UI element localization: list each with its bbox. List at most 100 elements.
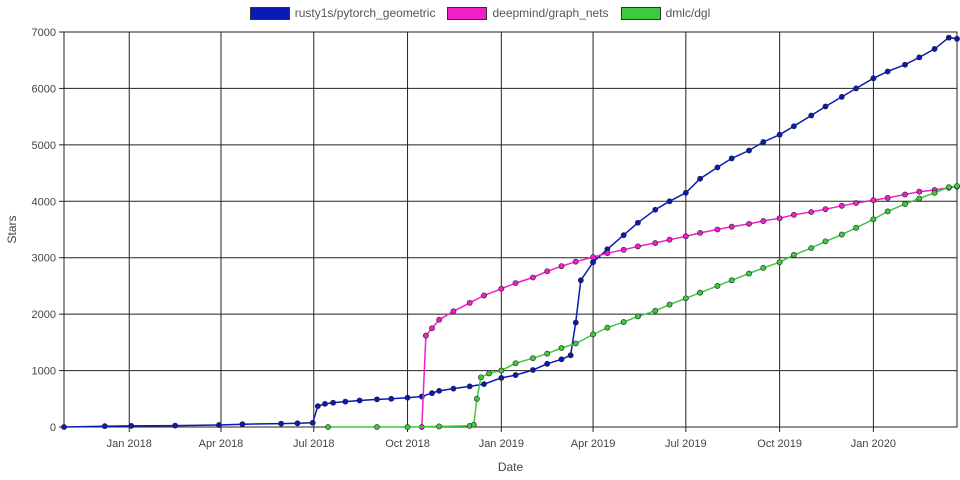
data-point: [884, 194, 891, 201]
data-point: [404, 424, 411, 430]
data-point: [128, 422, 135, 429]
data-point: [902, 191, 908, 198]
data-point: [216, 422, 222, 428]
data-point: [544, 350, 551, 357]
data-point: [954, 183, 960, 189]
data-point: [870, 75, 877, 82]
data-point: [902, 61, 908, 68]
y-tick-label: 3000: [32, 253, 56, 265]
data-point: [728, 277, 735, 284]
y-tick-label: 4000: [32, 196, 56, 208]
series-line: [421, 185, 958, 428]
data-point: [450, 308, 457, 315]
legend-swatch-pytorch-geometric: [249, 6, 290, 20]
data-point: [466, 383, 473, 390]
y-tick-label: 7000: [32, 27, 56, 39]
legend-item-dgl[interactable]: dmlc/dgl: [620, 6, 710, 20]
data-point: [544, 360, 551, 367]
data-point: [760, 264, 767, 271]
data-point: [620, 246, 627, 253]
data-point: [470, 421, 477, 428]
x-axis-ticks: Jan 2018 Apr 2018 Jul 2018 Oct 2018 Jan 2019…: [107, 427, 896, 450]
data-point: [388, 395, 395, 402]
data-point: [697, 175, 704, 182]
data-point: [916, 54, 923, 61]
data-point: [931, 189, 938, 196]
data-point: [635, 219, 641, 226]
data-point: [572, 319, 579, 326]
data-point: [590, 331, 596, 338]
legend-swatch-graph-nets: [447, 6, 488, 20]
data-point: [172, 422, 179, 429]
data-point: [530, 355, 536, 362]
data-point: [760, 139, 767, 145]
data-point: [666, 236, 673, 243]
data-point: [822, 206, 829, 213]
data-series: [61, 34, 960, 430]
x-tick-label: Oct 2018: [385, 438, 430, 450]
data-point: [776, 215, 783, 222]
data-point: [404, 394, 411, 401]
series-0: [61, 34, 960, 430]
data-point: [558, 356, 565, 363]
data-point: [838, 202, 845, 209]
data-point: [714, 164, 721, 171]
series-line: [328, 185, 958, 428]
legend-item-graph-nets[interactable]: deepmind/graph_nets: [447, 6, 609, 20]
data-point: [512, 372, 519, 378]
data-point: [635, 313, 641, 320]
data-point: [325, 424, 331, 430]
legend-label-pytorch-geometric: rusty1s/pytorch_geometric: [294, 6, 436, 20]
data-point: [61, 424, 67, 430]
x-tick-label: Jul 2019: [665, 438, 707, 450]
data-point: [682, 233, 689, 240]
series-2: [325, 183, 960, 430]
data-point: [422, 332, 429, 339]
data-point: [473, 395, 480, 402]
data-point: [530, 367, 536, 373]
data-point: [429, 390, 435, 397]
data-point: [666, 198, 673, 205]
data-point: [853, 224, 859, 231]
data-point: [682, 189, 689, 196]
data-point: [450, 385, 457, 392]
data-point: [697, 289, 704, 296]
data-point: [838, 93, 845, 100]
data-point: [884, 208, 891, 215]
data-point: [436, 423, 443, 430]
data-point: [314, 403, 321, 410]
y-tick-label: 1000: [32, 366, 56, 378]
data-point: [590, 254, 596, 261]
legend: rusty1s/pytorch_geometric deepmind/graph…: [0, 6, 960, 20]
data-point: [790, 211, 797, 218]
data-point: [466, 299, 473, 306]
x-tick-label: Apr 2018: [199, 438, 244, 450]
data-point: [808, 112, 815, 119]
data-point: [714, 226, 721, 233]
data-point: [498, 285, 505, 292]
y-tick-label: 2000: [32, 309, 56, 321]
data-point: [512, 280, 519, 287]
data-point: [870, 216, 877, 223]
x-tick-label: Jan 2018: [107, 438, 152, 450]
data-point: [666, 301, 673, 308]
data-point: [572, 340, 579, 347]
data-point: [498, 367, 505, 374]
y-tick-label: 6000: [32, 83, 56, 95]
data-point: [916, 195, 923, 202]
data-point: [620, 232, 627, 239]
x-axis-title: Date: [498, 460, 524, 474]
data-point: [682, 295, 689, 302]
data-point: [620, 319, 627, 325]
data-point: [652, 307, 659, 314]
data-point: [776, 131, 783, 138]
data-point: [902, 201, 908, 208]
data-point: [342, 398, 349, 405]
legend-item-pytorch-geometric[interactable]: rusty1s/pytorch_geometric: [249, 6, 436, 20]
data-point: [239, 421, 246, 428]
y-tick-label: 0: [50, 422, 56, 434]
data-point: [322, 400, 328, 407]
data-point: [498, 375, 505, 381]
data-point: [356, 397, 363, 404]
